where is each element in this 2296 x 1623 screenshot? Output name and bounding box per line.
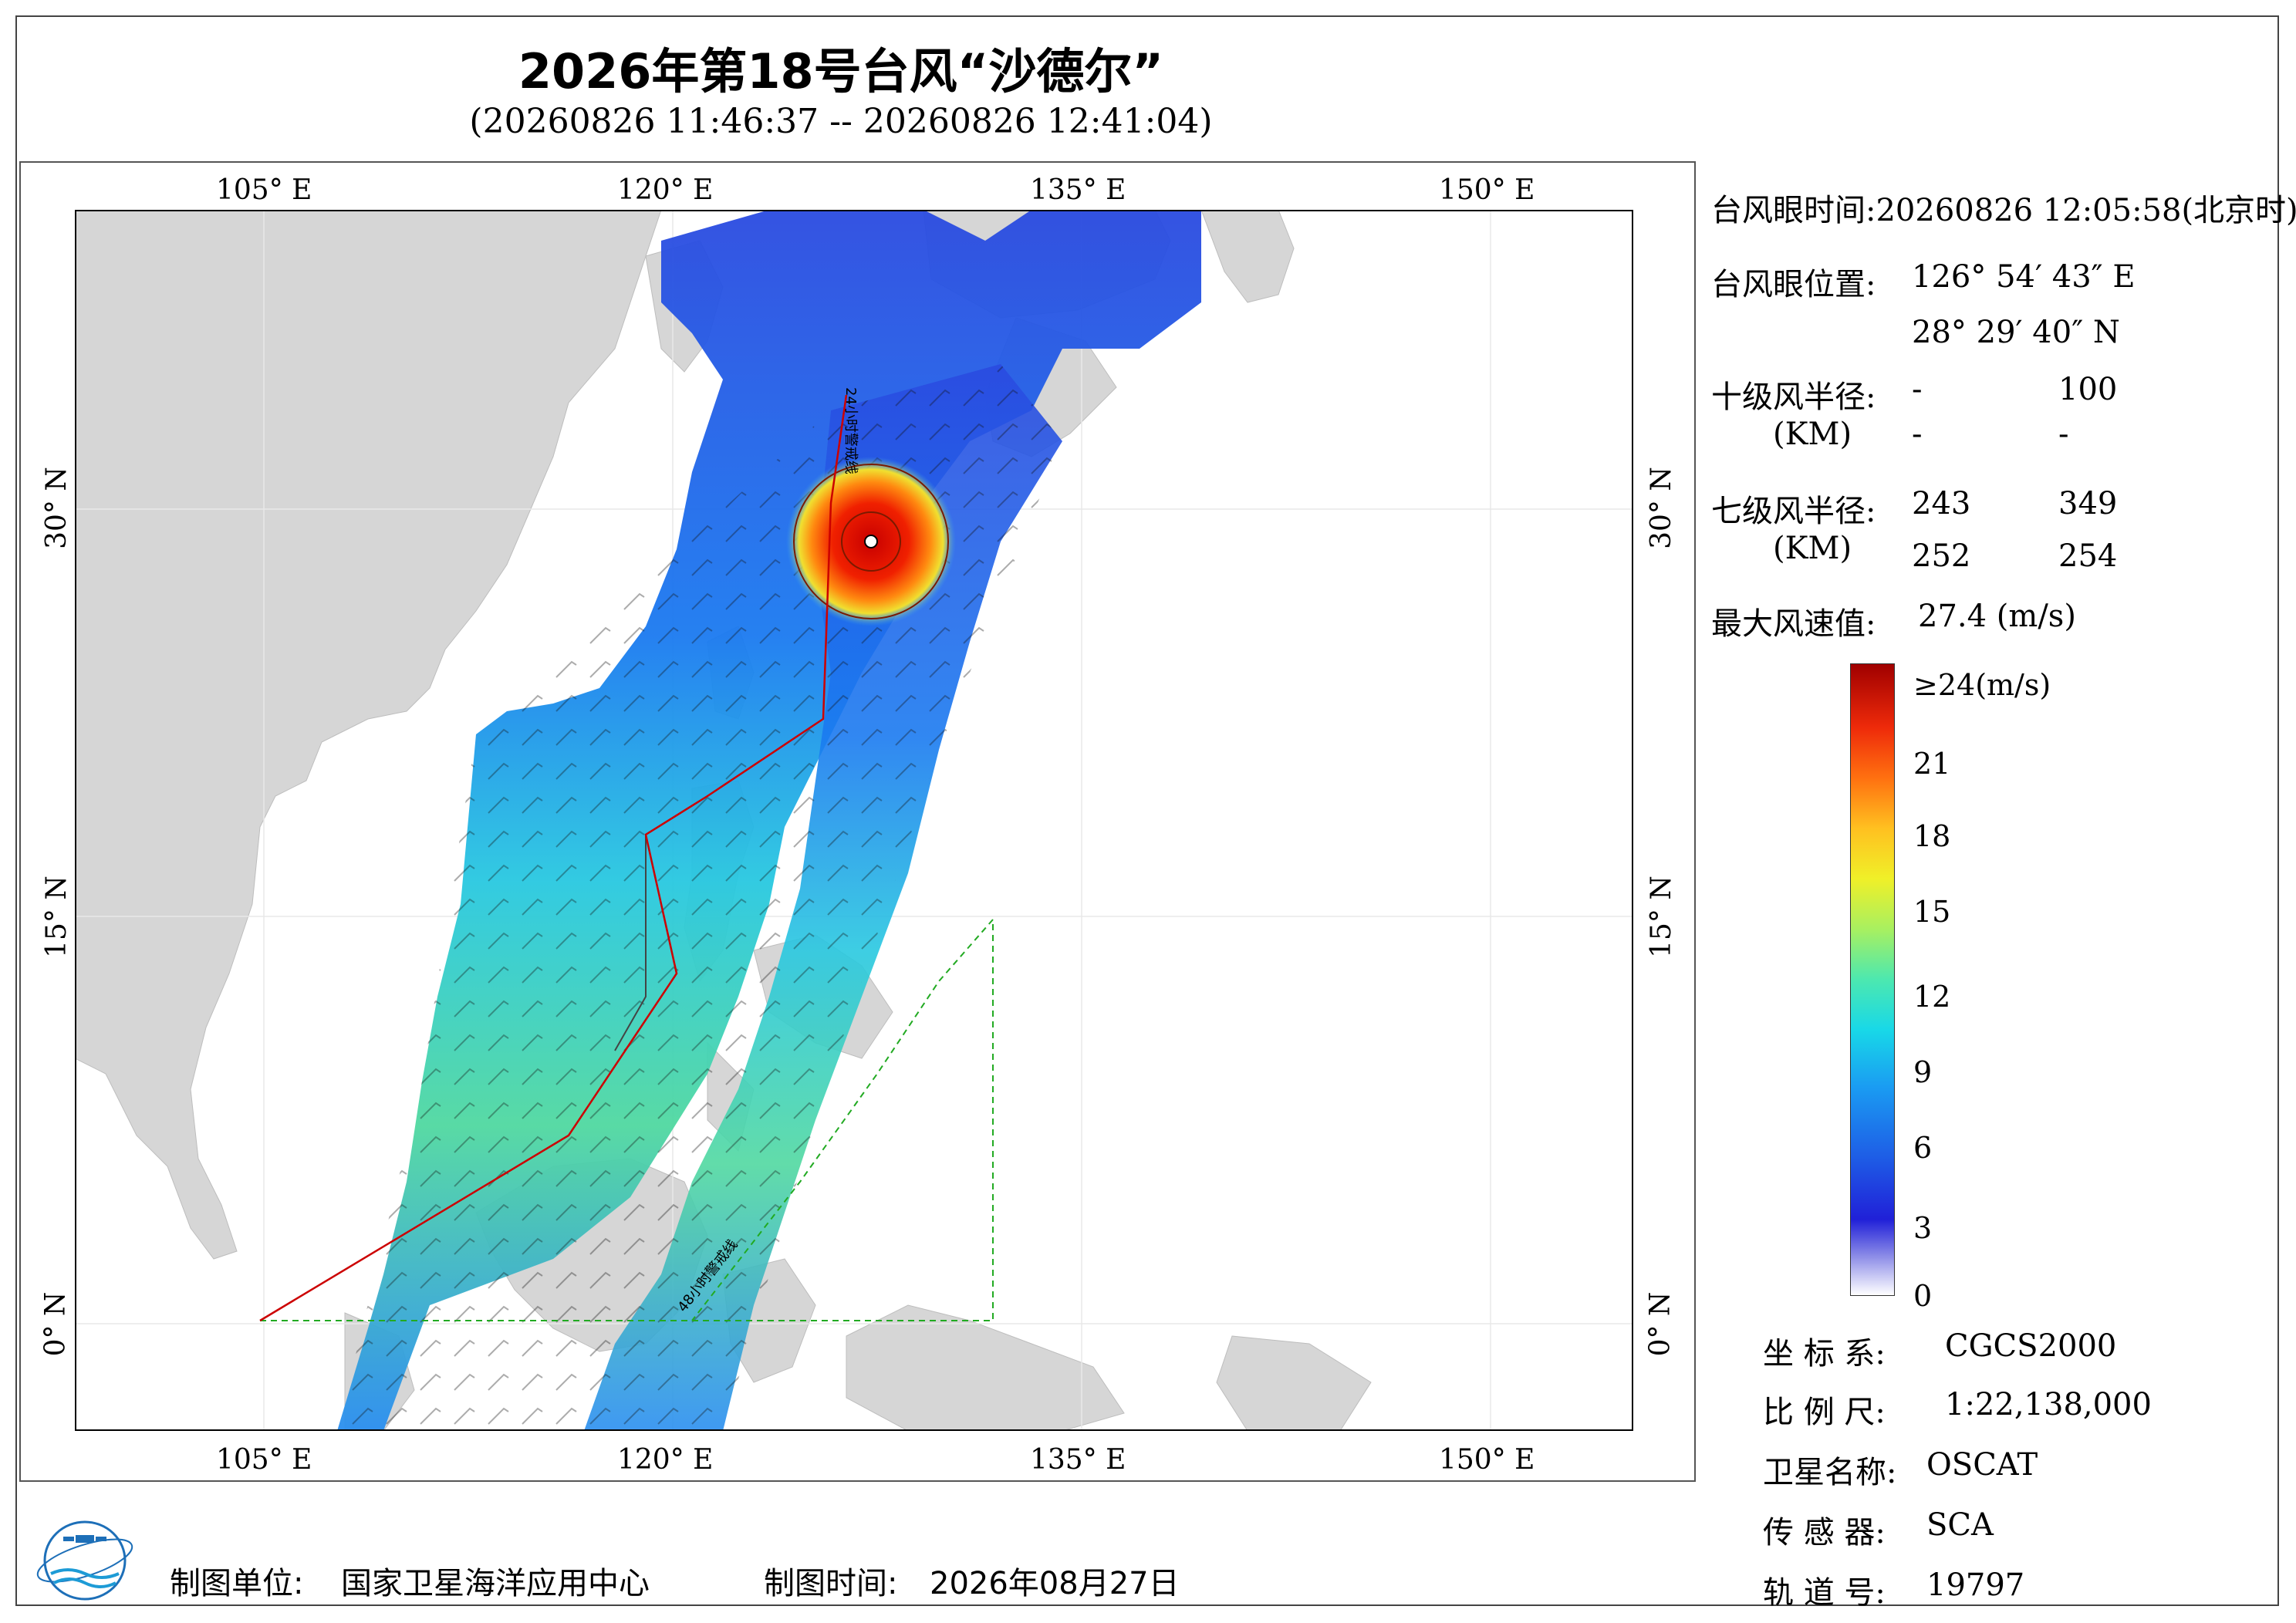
wind-speed-color-scale bbox=[1850, 663, 1895, 1296]
lon-tick-bottom-135: 135° E bbox=[1030, 1444, 1126, 1476]
eye-time-value: 20260826 12:05:58(北京时) bbox=[1876, 193, 2296, 228]
map-title: 2026年第18号台风“沙德尔” bbox=[518, 43, 1164, 100]
scale-value: 1:22,138,000 bbox=[1945, 1387, 2152, 1422]
legend-label-9: 9 bbox=[1913, 1055, 1933, 1089]
time-range-subtitle: (20260826 11:46:37 -- 20260826 12:41:04) bbox=[469, 102, 1213, 141]
lon-tick-bottom-150: 150° E bbox=[1439, 1444, 1535, 1476]
max-wind-value: 27.4 (m/s) bbox=[1918, 599, 2076, 634]
lon-tick-top-105: 105° E bbox=[216, 174, 312, 206]
satellite-value: OSCAT bbox=[1926, 1447, 2038, 1483]
scale-label: 比 例 尺: bbox=[1763, 1395, 1886, 1430]
lat-tick-left-0: 0° N bbox=[39, 1291, 72, 1357]
lat-tick-left-30: 30° N bbox=[40, 467, 73, 549]
warning-line-48h bbox=[260, 917, 994, 1321]
eye-position-label: 台风眼位置: bbox=[1711, 267, 1876, 302]
eye-longitude: 126° 54′ 43″ E bbox=[1912, 259, 2136, 295]
orbit-label: 轨 道 号: bbox=[1763, 1575, 1886, 1611]
r10-value-sw: - bbox=[1912, 417, 1923, 452]
warning-line-24h-label: 24小时警戒线 bbox=[842, 387, 859, 474]
satellite-label: 卫星名称: bbox=[1763, 1455, 1897, 1490]
r7-wind-circle bbox=[793, 464, 949, 619]
eye-latitude: 28° 29′ 40″ N bbox=[1912, 315, 2120, 350]
legend-label-24: ≥24(m/s) bbox=[1913, 668, 2051, 702]
lat-tick-left-15: 15° N bbox=[40, 876, 73, 958]
lon-tick-top-150: 150° E bbox=[1439, 174, 1535, 206]
legend-label-21: 21 bbox=[1913, 747, 1951, 781]
lat-tick-right-30: 30° N bbox=[1645, 467, 1677, 549]
r10-value-se: 100 bbox=[2058, 372, 2118, 407]
figure-border bbox=[15, 15, 2279, 1606]
legend-label-0: 0 bbox=[1913, 1279, 1933, 1313]
r10-value-ne: - bbox=[1912, 372, 1923, 407]
legend-label-15: 15 bbox=[1913, 895, 1951, 929]
nsoas-logo-icon bbox=[36, 1520, 133, 1601]
map-frame bbox=[19, 161, 1696, 1482]
lon-tick-top-120: 120° E bbox=[617, 174, 714, 206]
r10-label: 十级风半径: bbox=[1711, 380, 1876, 415]
legend-label-6: 6 bbox=[1913, 1131, 1933, 1165]
production-date-label: 制图时间: bbox=[764, 1566, 898, 1601]
lon-tick-bottom-105: 105° E bbox=[216, 1444, 312, 1476]
lat-tick-right-15: 15° N bbox=[1645, 876, 1677, 958]
map-plot-border bbox=[75, 210, 1633, 1431]
r7-value-ne: 243 bbox=[1912, 486, 1971, 521]
r10-wind-circle bbox=[841, 511, 901, 572]
legend-label-3: 3 bbox=[1913, 1211, 1933, 1245]
lon-tick-top-135: 135° E bbox=[1030, 174, 1126, 206]
producer-label: 制图单位: bbox=[170, 1566, 304, 1601]
sensor-label: 传 感 器: bbox=[1763, 1515, 1886, 1550]
max-wind-label: 最大风速值: bbox=[1711, 606, 1876, 642]
r7-label: 七级风半径: bbox=[1711, 494, 1876, 529]
crs-label: 坐 标 系: bbox=[1763, 1336, 1886, 1372]
orbit-value: 19797 bbox=[1926, 1567, 2025, 1603]
r7-value-nw: 254 bbox=[2058, 538, 2118, 574]
producer-value: 国家卫星海洋应用中心 bbox=[341, 1566, 650, 1601]
footer: 制图单位: 国家卫星海洋应用中心 制图时间: 2026年08月27日 bbox=[0, 1558, 1697, 1612]
legend-label-18: 18 bbox=[1913, 819, 1951, 853]
r10-unit: (KM) bbox=[1773, 417, 1852, 452]
lat-tick-right-0: 0° N bbox=[1644, 1291, 1676, 1357]
r7-unit: (KM) bbox=[1773, 531, 1852, 566]
production-date-value: 2026年08月27日 bbox=[930, 1566, 1180, 1601]
typhoon-eye-marker bbox=[864, 535, 878, 548]
r7-value-sw: 252 bbox=[1912, 538, 1971, 574]
lon-tick-bottom-120: 120° E bbox=[617, 1444, 714, 1476]
r7-value-se: 349 bbox=[2058, 486, 2118, 521]
r10-value-nw: - bbox=[2058, 417, 2069, 452]
eye-time-label: 台风眼时间: bbox=[1711, 193, 1876, 228]
maritime-boundary-line bbox=[614, 835, 647, 1051]
sensor-value: SCA bbox=[1926, 1507, 1994, 1543]
crs-value: CGCS2000 bbox=[1945, 1328, 2117, 1364]
wind-field-map: 24小时警戒线 48小时警戒线 bbox=[75, 210, 1633, 1431]
warning-line-24h bbox=[259, 394, 848, 1322]
legend-label-12: 12 bbox=[1913, 980, 1951, 1014]
